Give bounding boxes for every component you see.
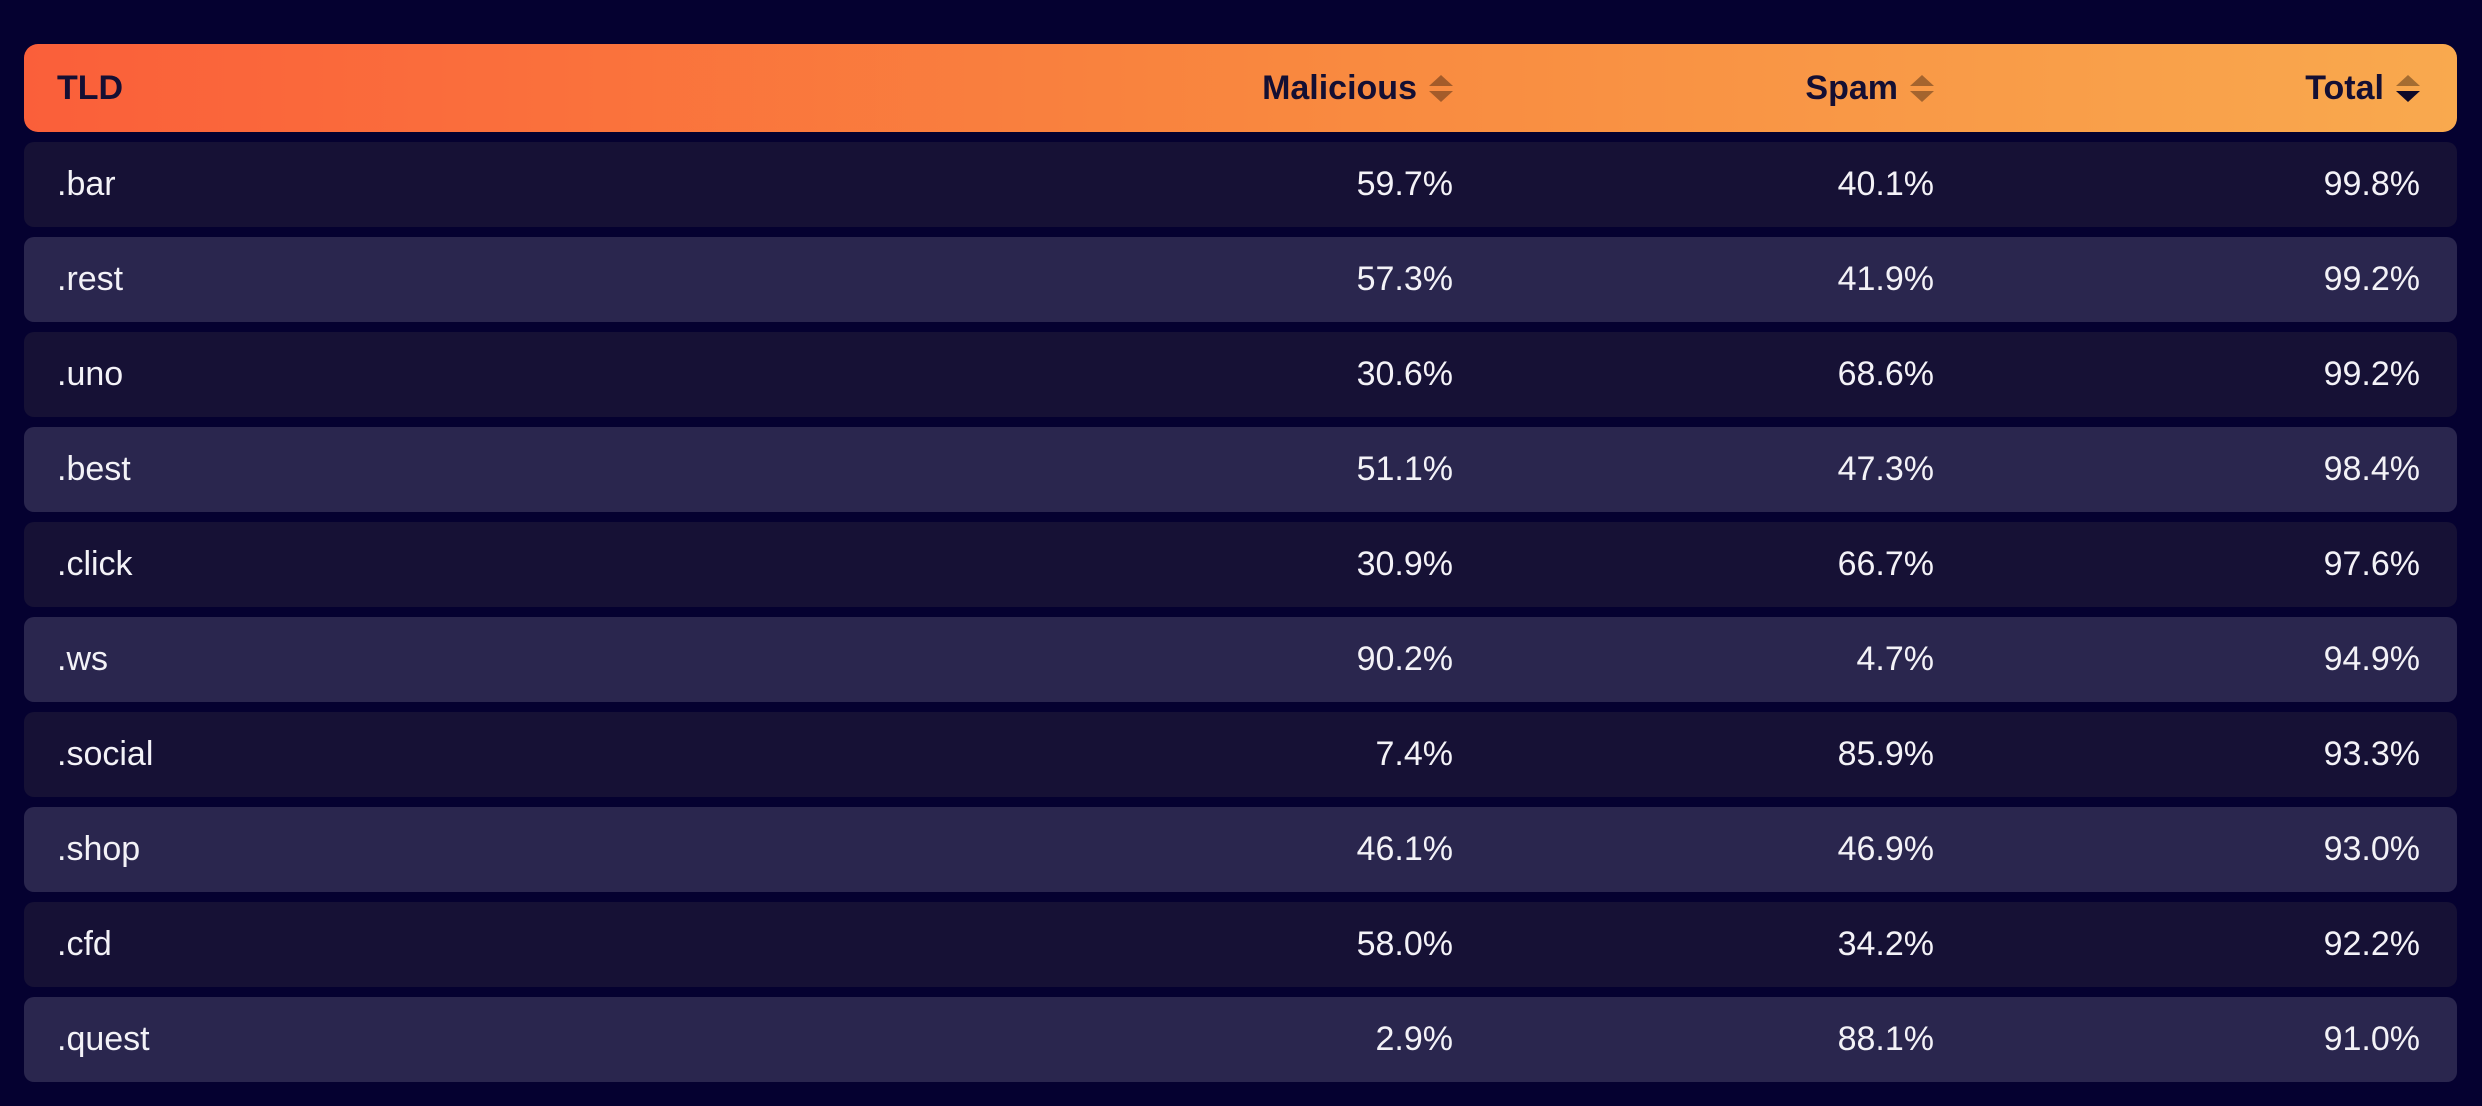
cell-tld: .rest [57, 260, 124, 298]
cell-malicious: 2.9% [1375, 1020, 1454, 1058]
cell-spam: 85.9% [1837, 735, 1934, 773]
cell-malicious: 90.2% [1356, 640, 1453, 678]
cell-tld: .uno [57, 355, 124, 393]
header-label-spam: Spam [1805, 68, 1898, 107]
cell-total: 92.2% [2323, 925, 2420, 963]
cell-spam: 68.6% [1837, 355, 1934, 393]
table-row: .shop 46.1% 46.9% 93.0% [24, 807, 2457, 892]
header-label-malicious: Malicious [1262, 68, 1417, 107]
cell-malicious: 51.1% [1356, 450, 1453, 488]
cell-spam: 47.3% [1837, 450, 1934, 488]
header-cell-total[interactable]: Total [1934, 69, 2420, 108]
cell-total: 93.0% [2323, 830, 2420, 868]
cell-spam: 66.7% [1837, 545, 1934, 583]
cell-malicious: 58.0% [1356, 925, 1453, 963]
cell-malicious: 59.7% [1356, 165, 1453, 203]
header-label-tld: TLD [57, 68, 124, 107]
cell-spam: 41.9% [1837, 260, 1934, 298]
header-cell-tld: TLD [57, 69, 971, 108]
table-header: TLD Malicious Spam Total [24, 44, 2457, 132]
table-row: .click 30.9% 66.7% 97.6% [24, 522, 2457, 607]
cell-tld: .best [57, 450, 131, 488]
table-row: .quest 2.9% 88.1% 91.0% [24, 997, 2457, 1082]
cell-total: 99.2% [2323, 260, 2420, 298]
table-row: .rest 57.3% 41.9% 99.2% [24, 237, 2457, 322]
sort-icon-spam [1910, 74, 1934, 102]
cell-tld: .click [57, 545, 133, 583]
sort-icon-malicious [1429, 74, 1453, 102]
cell-tld: .quest [57, 1020, 150, 1058]
cell-malicious: 57.3% [1356, 260, 1453, 298]
cell-spam: 34.2% [1837, 925, 1934, 963]
cell-total: 99.2% [2323, 355, 2420, 393]
cell-spam: 4.7% [1856, 640, 1935, 678]
table-row: .cfd 58.0% 34.2% 92.2% [24, 902, 2457, 987]
cell-malicious: 30.9% [1356, 545, 1453, 583]
cell-spam: 40.1% [1837, 165, 1934, 203]
cell-malicious: 46.1% [1356, 830, 1453, 868]
table-row: .bar 59.7% 40.1% 99.8% [24, 142, 2457, 227]
cell-tld: .social [57, 735, 154, 773]
cell-total: 97.6% [2323, 545, 2420, 583]
cell-total: 99.8% [2323, 165, 2420, 203]
tld-abuse-table: TLD Malicious Spam Total .bar 59.7% 40.1… [24, 44, 2457, 1092]
cell-total: 98.4% [2323, 450, 2420, 488]
cell-total: 93.3% [2323, 735, 2420, 773]
cell-tld: .ws [57, 640, 108, 678]
cell-spam: 46.9% [1837, 830, 1934, 868]
table-row: .ws 90.2% 4.7% 94.9% [24, 617, 2457, 702]
header-cell-spam[interactable]: Spam [1453, 69, 1934, 108]
header-cell-malicious[interactable]: Malicious [971, 69, 1453, 108]
cell-tld: .shop [57, 830, 141, 868]
cell-tld: .bar [57, 165, 116, 203]
cell-total: 91.0% [2323, 1020, 2420, 1058]
table-row: .uno 30.6% 68.6% 99.2% [24, 332, 2457, 417]
sort-icon-total [2396, 74, 2420, 102]
table-row: .best 51.1% 47.3% 98.4% [24, 427, 2457, 512]
cell-malicious: 7.4% [1375, 735, 1454, 773]
table-row: .social 7.4% 85.9% 93.3% [24, 712, 2457, 797]
cell-total: 94.9% [2323, 640, 2420, 678]
header-label-total: Total [2305, 68, 2384, 107]
cell-spam: 88.1% [1837, 1020, 1934, 1058]
cell-tld: .cfd [57, 925, 112, 963]
cell-malicious: 30.6% [1356, 355, 1453, 393]
